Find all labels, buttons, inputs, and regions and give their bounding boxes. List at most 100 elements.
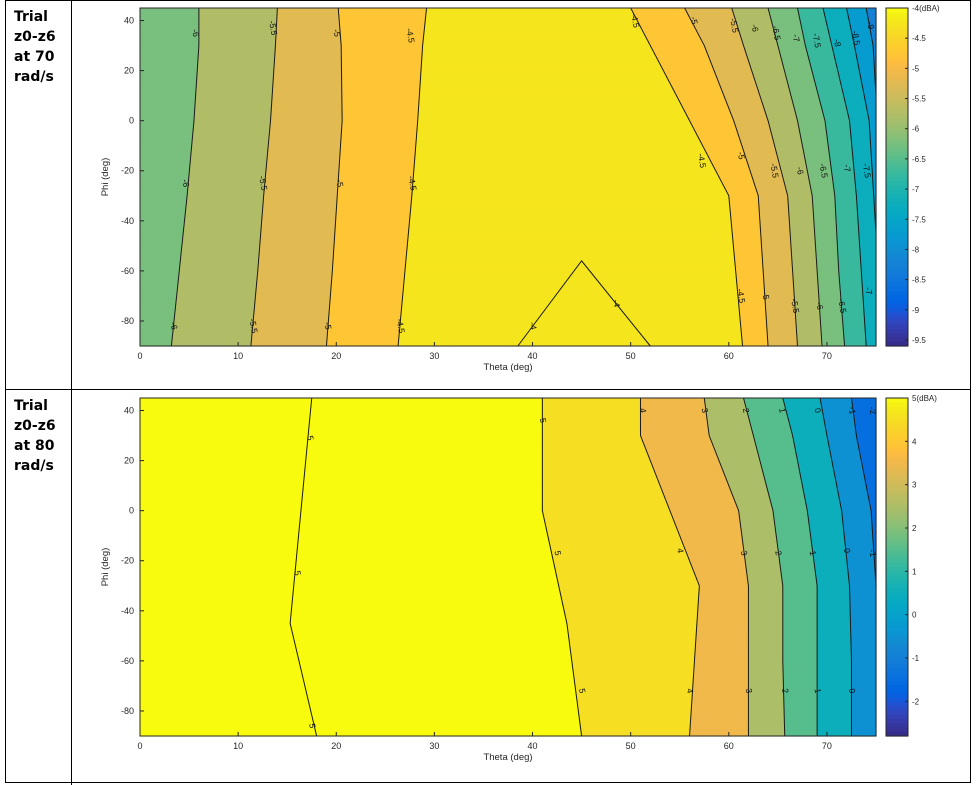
contour-band	[851, 651, 877, 655]
colorbar-band	[886, 419, 908, 424]
contour-band	[783, 676, 818, 681]
contour-band	[855, 179, 874, 184]
contour-band	[857, 213, 876, 218]
contour-band	[812, 193, 836, 198]
contour-level-label: -4	[611, 299, 622, 308]
contour-band	[753, 179, 785, 184]
contour-band	[706, 412, 749, 416]
contour-band	[856, 196, 875, 201]
contour-band	[333, 255, 407, 260]
contour-band	[705, 406, 747, 410]
contour-band	[842, 519, 873, 523]
contour-band	[766, 315, 797, 319]
contour-band	[773, 27, 803, 32]
contour-band	[857, 219, 876, 223]
contour-band	[738, 507, 774, 512]
contour-band	[807, 507, 842, 512]
contour-band	[140, 317, 175, 322]
contour-band	[140, 688, 307, 692]
contour-band	[140, 137, 193, 141]
contour-band	[692, 688, 750, 692]
contour-band	[849, 19, 870, 23]
contour-band	[650, 459, 720, 464]
contour-band	[273, 72, 343, 77]
contour-band	[140, 30, 200, 34]
colorbar-band	[886, 8, 908, 13]
contour-band	[542, 420, 642, 424]
contour-band	[569, 643, 697, 647]
contour-band	[814, 230, 838, 234]
contour-band	[140, 457, 307, 461]
contour-band	[748, 600, 784, 605]
contour-band	[666, 499, 736, 503]
contour-band	[853, 412, 877, 416]
contour-band	[754, 78, 788, 82]
contour-band	[341, 95, 420, 99]
contour-band	[715, 72, 754, 77]
contour-band	[704, 44, 745, 49]
contour-band	[858, 233, 877, 237]
contour-band	[416, 131, 697, 136]
contour-band	[291, 609, 565, 613]
contour-band	[790, 241, 816, 246]
colorbar-band	[886, 143, 908, 149]
contour-band	[693, 671, 750, 675]
contour-band	[800, 22, 828, 26]
contour-band	[745, 50, 781, 54]
contour-band	[264, 188, 339, 192]
contour-band	[330, 295, 404, 299]
contour-band	[766, 317, 797, 322]
contour-band	[140, 247, 183, 251]
contour-band	[734, 16, 772, 20]
contour-band	[778, 550, 814, 554]
x-axis-label: Theta (deg)	[483, 362, 532, 373]
contour-band	[140, 160, 191, 164]
contour-band	[172, 337, 253, 341]
contour-band	[698, 581, 749, 585]
contour-band	[817, 733, 853, 737]
contour-band	[734, 258, 764, 263]
contour-band	[761, 241, 792, 246]
contour-band	[868, 493, 877, 498]
contour-band	[692, 696, 750, 700]
contour-band	[640, 414, 708, 419]
contour-band	[339, 165, 415, 170]
contour-band	[140, 527, 300, 531]
contour-line	[684, 7, 769, 347]
contour-band	[793, 284, 819, 288]
contour-band	[742, 343, 769, 347]
contour-band	[694, 129, 738, 133]
contour-band	[796, 329, 822, 333]
contour-band	[402, 295, 556, 299]
contour-band	[856, 199, 875, 203]
contour-band	[815, 569, 849, 574]
contour-band	[737, 284, 765, 288]
contour-band	[817, 89, 844, 94]
contour-band	[694, 659, 750, 664]
contour-chart-80: 554 3 2 1 0 -1 -255 4 3 2 1 0 -155 4 3 2 1 00 10 20 30 40 50 60…	[100, 394, 937, 763]
contour-band	[821, 331, 845, 336]
contour-band	[871, 33, 877, 37]
contour-band	[685, 8, 733, 12]
contour-band	[738, 298, 766, 302]
contour-band	[795, 451, 831, 455]
contour-band	[408, 227, 733, 232]
contour-band	[256, 286, 332, 291]
contour-band	[746, 406, 786, 410]
contour-band	[782, 626, 818, 630]
contour-band	[568, 634, 697, 639]
contour-band	[788, 417, 825, 422]
contour-band	[272, 86, 343, 91]
contour-band	[791, 98, 821, 102]
contour-band	[756, 188, 787, 192]
contour-band	[828, 30, 853, 34]
contour-band	[640, 428, 710, 433]
contour-band	[821, 406, 854, 410]
y-tick-label: -40	[121, 606, 134, 616]
contour-band	[817, 682, 853, 686]
contour-band	[334, 230, 410, 234]
contour-band	[795, 112, 824, 116]
contour-band	[841, 86, 864, 91]
contour-band	[850, 640, 877, 644]
contour-band	[864, 312, 877, 316]
